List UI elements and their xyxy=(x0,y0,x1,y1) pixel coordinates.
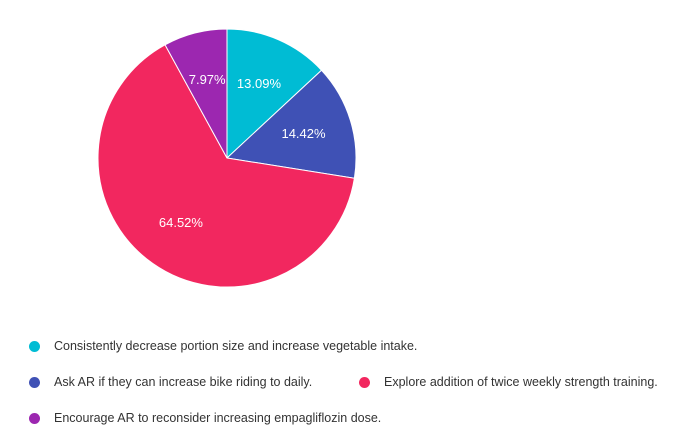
legend-item-strength-training[interactable]: Explore addition of twice weekly strengt… xyxy=(359,375,658,389)
legend-label-empagliflozin: Encourage AR to reconsider increasing em… xyxy=(54,411,382,425)
slice-label-empagliflozin: 7.97% xyxy=(189,72,226,87)
slice-label-bike-riding: 14.42% xyxy=(281,126,326,141)
pie-plot-area: 13.09% 14.42% 64.52% 7.97% xyxy=(97,28,357,288)
legend-item-portion-size[interactable]: Consistently decrease portion size and i… xyxy=(29,339,417,353)
legend-label-strength-training: Explore addition of twice weekly strengt… xyxy=(384,375,658,389)
pie-slice-portion-size[interactable] xyxy=(226,28,323,160)
pie-slice-bike-riding[interactable] xyxy=(225,69,357,179)
slice-label-strength-training: 64.52% xyxy=(159,215,204,230)
legend-item-bike-riding[interactable]: Ask AR if they can increase bike riding … xyxy=(29,375,312,389)
legend-label-bike-riding: Ask AR if they can increase bike riding … xyxy=(54,375,313,389)
legend-swatch-portion-size xyxy=(29,340,40,352)
legend-item-empagliflozin[interactable]: Encourage AR to reconsider increasing em… xyxy=(29,411,381,425)
legend-swatch-bike-riding xyxy=(29,376,40,388)
pie-slice-empagliflozin[interactable] xyxy=(164,28,228,159)
legend-swatch-empagliflozin xyxy=(29,412,40,424)
pie-slice-strength-training[interactable] xyxy=(97,44,355,288)
slice-label-portion-size: 13.09% xyxy=(237,76,282,91)
legend-swatch-strength-training xyxy=(359,376,370,388)
legend-label-portion-size: Consistently decrease portion size and i… xyxy=(54,339,418,353)
